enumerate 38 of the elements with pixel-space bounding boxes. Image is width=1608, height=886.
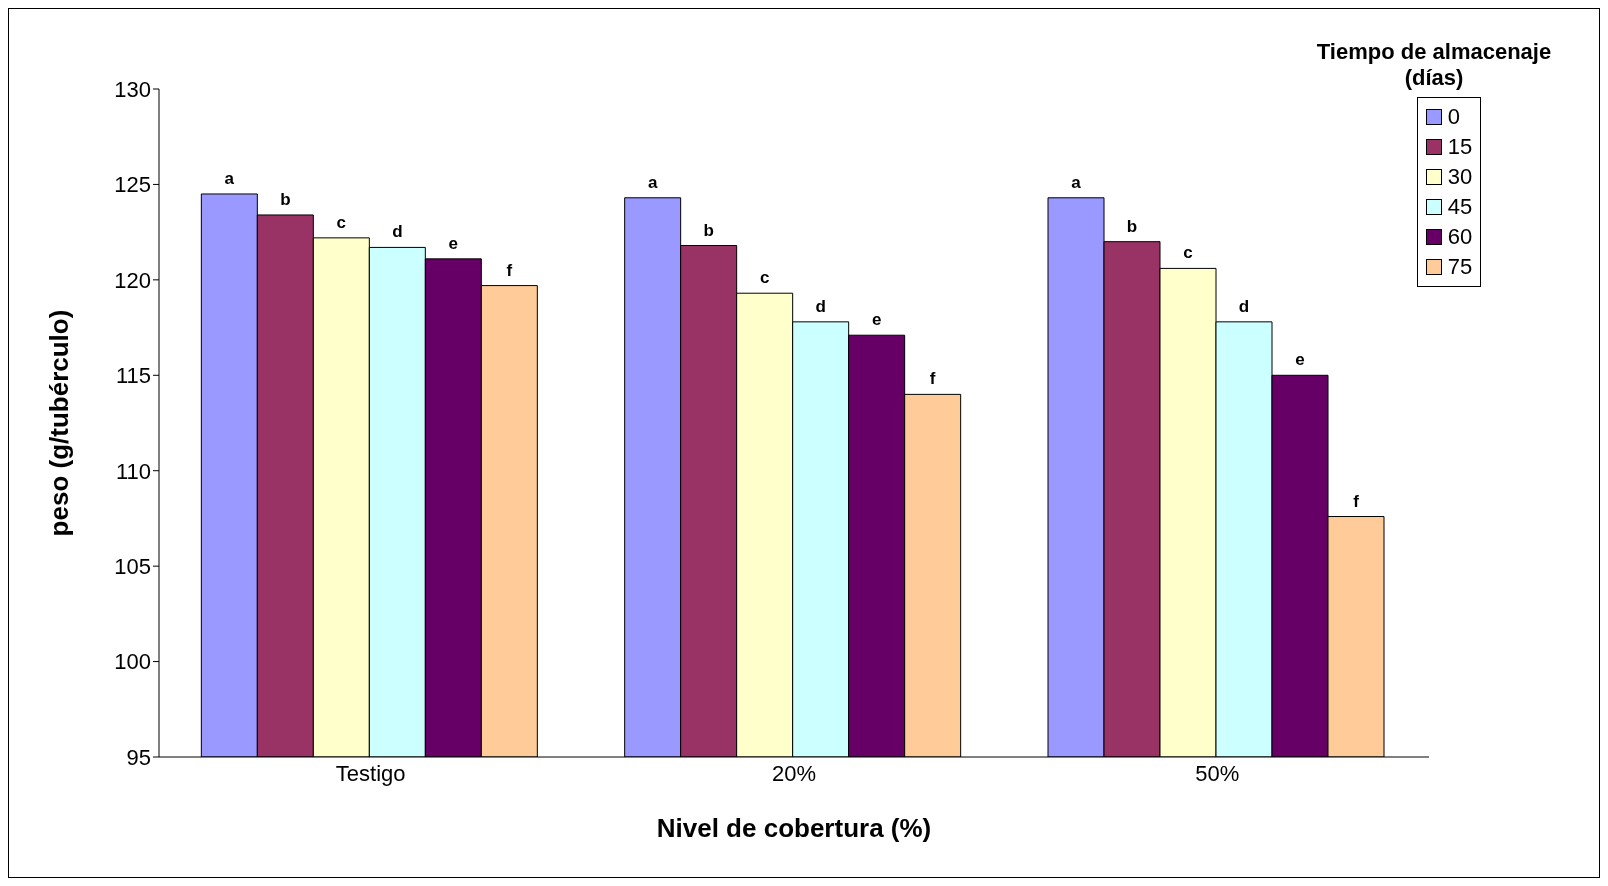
data-label: c — [336, 212, 347, 232]
x-tick-label: Testigo — [335, 760, 406, 786]
data-label: c — [1183, 243, 1193, 263]
data-label: f — [929, 369, 936, 389]
data-label: e — [1295, 350, 1305, 370]
legend-title: Tiempo de almacenaje (días) — [1315, 39, 1553, 91]
data-label: d — [1238, 296, 1250, 316]
legend-label: 60 — [1447, 223, 1473, 251]
data-label: a — [1071, 172, 1082, 192]
y-tick-label: 120 — [114, 267, 151, 293]
data-label: f — [506, 260, 513, 280]
data-label: a — [224, 168, 235, 188]
y-tick-label: 95 — [126, 744, 151, 770]
y-tick-label: 110 — [115, 458, 151, 484]
data-label: d — [815, 296, 826, 316]
data-label: b — [703, 220, 714, 240]
data-label: b — [1126, 216, 1138, 236]
y-tick-label: 130 — [114, 76, 151, 102]
data-label: c — [759, 268, 770, 288]
data-label: b — [280, 189, 291, 209]
y-tick-label: 125 — [114, 172, 151, 198]
legend-label: 75 — [1447, 253, 1473, 281]
legend-label: 45 — [1447, 193, 1473, 221]
data-label: e — [448, 233, 459, 253]
y-tick-label: 115 — [115, 363, 151, 389]
y-tick-label: 105 — [114, 553, 151, 579]
legend-label: 15 — [1447, 133, 1473, 161]
legend-label: 30 — [1447, 163, 1473, 191]
y-axis-title: peso (g/tubérculo) — [44, 309, 75, 537]
data-label: a — [647, 172, 658, 192]
x-axis-title: Nivel de cobertura (%) — [656, 813, 932, 843]
x-tick-label: 50% — [1195, 760, 1240, 786]
x-tick-label: 20% — [771, 760, 817, 786]
legend-label: 0 — [1447, 103, 1460, 131]
data-label: d — [392, 222, 403, 242]
data-label: e — [871, 310, 882, 330]
y-tick-label: 100 — [114, 649, 151, 675]
data-label: f — [1353, 491, 1360, 511]
